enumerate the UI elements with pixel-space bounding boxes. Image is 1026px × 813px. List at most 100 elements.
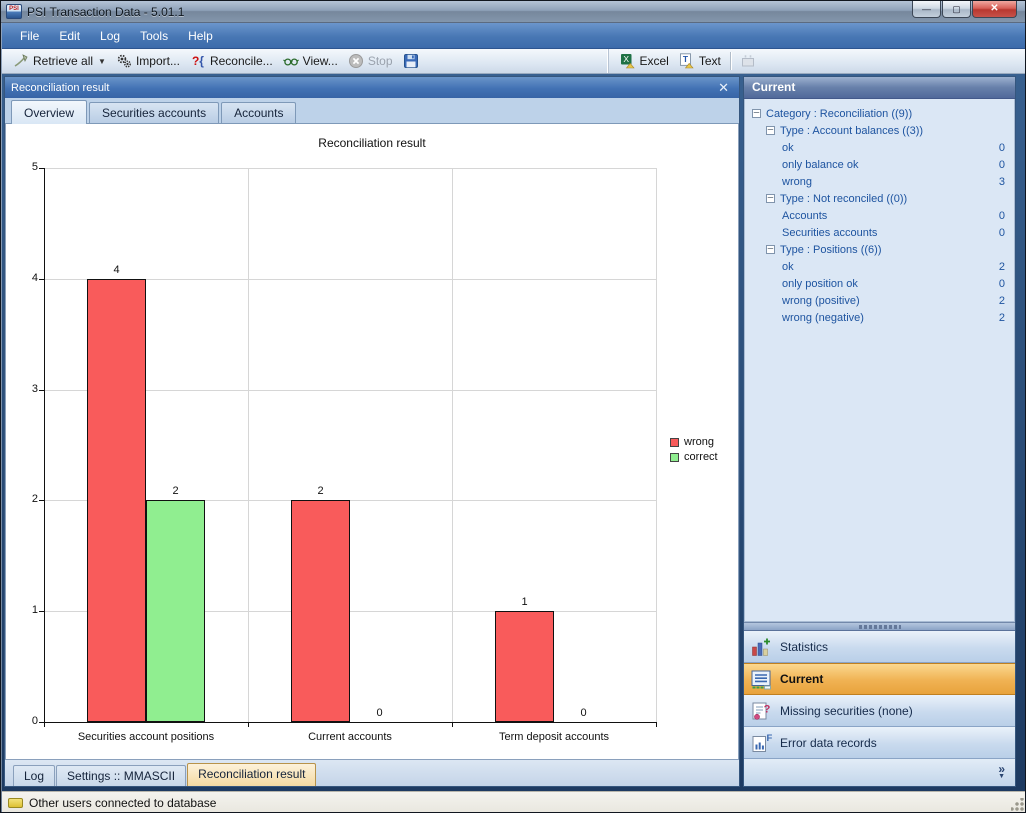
view-glasses-icon <box>282 53 299 69</box>
x-tick <box>248 722 249 727</box>
tree-expander-icon[interactable]: – <box>766 244 775 254</box>
tree-item[interactable]: Accounts 0 <box>745 207 1014 224</box>
view-button[interactable]: View... <box>278 51 343 71</box>
nav-button-current[interactable]: Current <box>744 663 1015 695</box>
tree-item[interactable]: wrong (positive) 2 <box>745 292 1014 309</box>
tool-label: Retrieve all <box>33 54 94 68</box>
mdi-client-area: Reconciliation result ✕ Overview Securiti… <box>2 74 1025 791</box>
tree-expander-icon[interactable]: – <box>766 193 775 203</box>
gridline <box>44 389 656 391</box>
tree-item[interactable]: – Type : Account balances ((3)) <box>745 122 1014 139</box>
tree-item-label: wrong (positive) <box>782 294 860 307</box>
menu-log[interactable]: Log <box>100 28 121 43</box>
import-button[interactable]: Import... <box>111 51 185 71</box>
tree-item[interactable]: wrong 3 <box>745 173 1014 190</box>
tree-item[interactable]: ok 2 <box>745 258 1014 275</box>
retrieve-all-button[interactable]: Retrieve all ▼ <box>8 51 111 71</box>
side-panel: Current – Category : Reconciliation ((9))… <box>743 76 1016 787</box>
panel-splitter[interactable] <box>744 622 1015 631</box>
retrieve-icon <box>13 53 29 69</box>
save-button[interactable] <box>398 51 424 71</box>
nav-button-statistics[interactable]: Statistics <box>744 631 1015 663</box>
import-gears-icon <box>116 53 132 69</box>
splitter-grip-icon <box>858 624 901 629</box>
y-tick <box>39 500 44 502</box>
tree-item-label: wrong <box>782 175 812 188</box>
tab-securities-accounts[interactable]: Securities accounts <box>89 102 220 123</box>
tool-label: Import... <box>135 54 180 68</box>
disabled-grid-button <box>735 51 761 71</box>
minimize-button[interactable]: — <box>912 1 941 18</box>
bar-value-label: 2 <box>317 485 324 498</box>
excel-button[interactable]: X Excel <box>615 51 674 71</box>
close-button[interactable]: ✕ <box>972 1 1017 18</box>
title-bar: PSI PSI Transaction Data - 5.01.1 — ▢ ✕ <box>1 1 1025 23</box>
menu-edit[interactable]: Edit <box>59 28 81 43</box>
nav-button-missing-securities-none[interactable]: ? Missing securities (none) <box>744 695 1015 727</box>
bar-value-label: 0 <box>580 707 587 719</box>
tree-item[interactable]: wrong (negative) 2 <box>745 309 1014 326</box>
x-tick <box>452 722 453 727</box>
stop-button: Stop <box>343 51 398 71</box>
tree-expander-icon[interactable]: – <box>766 125 775 135</box>
menu-file[interactable]: File <box>20 28 40 43</box>
x-axis-label: Current accounts <box>308 731 392 743</box>
tree-item-label: Type : Account balances ((3)) <box>780 124 924 137</box>
document-close-icon[interactable]: ✕ <box>718 79 729 95</box>
reconcile-icon: ?{ <box>191 54 204 68</box>
svg-text:F: F <box>767 733 773 744</box>
tree-item-count: 2 <box>998 294 1005 307</box>
toolbar: Retrieve all ▼ Import... ?{Reconcile... View… <box>2 49 1025 74</box>
workspace-tab-settings-mmascii[interactable]: Settings :: MMASCII <box>56 765 187 786</box>
tree-item[interactable]: only balance ok 0 <box>745 156 1014 173</box>
tree-item-label: only balance ok <box>782 158 859 171</box>
workspace-tab-log[interactable]: Log <box>13 765 56 786</box>
reconciliation-result-window: Reconciliation result ✕ Overview Securiti… <box>4 76 740 787</box>
tree-item[interactable]: only position ok 0 <box>745 275 1014 292</box>
tree-item-label: ok <box>782 141 794 154</box>
connection-status-icon <box>8 797 23 808</box>
maximize-button[interactable]: ▢ <box>942 1 971 18</box>
status-text: Other users connected to database <box>29 795 217 810</box>
gridline <box>44 611 656 613</box>
current-list-icon <box>749 667 773 691</box>
nav-button-error-data-records[interactable]: F Error data records <box>744 727 1015 759</box>
legend-item: wrong <box>670 436 718 448</box>
tree-item-label: Type : Positions ((6)) <box>780 243 882 256</box>
bar-wrong <box>495 611 554 722</box>
nav-button-label: Current <box>780 672 824 686</box>
tool-label: View... <box>302 54 338 68</box>
tree-item[interactable]: – Category : Reconciliation ((9)) <box>745 105 1014 122</box>
tree-item[interactable]: Securities accounts 0 <box>745 224 1014 241</box>
tool-label: Stop <box>367 54 393 68</box>
workspace-tab-reconciliation-result[interactable]: Reconciliation result <box>187 763 317 786</box>
dropdown-arrow-icon[interactable]: ▼ <box>98 56 106 66</box>
tree-item[interactable]: – Type : Positions ((6)) <box>745 241 1014 258</box>
tab-accounts[interactable]: Accounts <box>221 102 297 123</box>
error-records-icon: F <box>749 731 773 755</box>
x-tick <box>44 722 45 727</box>
tree-item-count: 0 <box>998 209 1005 222</box>
y-tick-label: 1 <box>31 604 38 617</box>
x-axis-label: Term deposit accounts <box>498 731 610 743</box>
menu-help[interactable]: Help <box>188 28 213 43</box>
tree-item-count: 3 <box>998 175 1005 188</box>
tab-overview[interactable]: Overview <box>11 100 88 124</box>
legend-swatch <box>670 452 679 462</box>
y-tick-label: 0 <box>31 715 38 727</box>
tree-item[interactable]: – Type : Not reconciled ((0)) <box>745 190 1014 207</box>
tree-expander-icon[interactable]: – <box>752 108 761 118</box>
tree-item-count: 0 <box>998 277 1005 290</box>
reconcile-button[interactable]: ?{Reconcile... <box>185 51 278 71</box>
menu-tools[interactable]: Tools <box>140 28 169 43</box>
x-axis-label: Securities account positions <box>77 731 215 743</box>
legend-swatch <box>670 437 679 447</box>
resize-grip-icon[interactable] <box>1011 798 1024 811</box>
x-axis <box>39 722 656 723</box>
nav-overflow-button[interactable]: » ▼ <box>744 759 1015 786</box>
tree-item[interactable]: ok 0 <box>745 139 1014 156</box>
tree-item-count: 0 <box>998 141 1005 154</box>
text-button[interactable]: T Text <box>674 51 726 71</box>
tree-item-label: Securities accounts <box>782 226 878 239</box>
gridline <box>248 168 249 722</box>
